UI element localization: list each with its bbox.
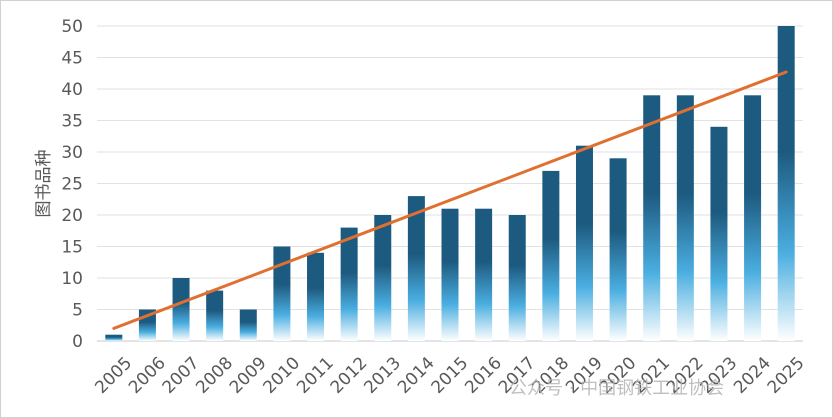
bar-2023: [710, 126, 728, 341]
x-tick-label: 2013: [360, 353, 405, 398]
y-tick-label: 0: [72, 332, 83, 352]
y-axis-title: 图书品种: [34, 150, 54, 218]
x-tick-label: 2009: [226, 353, 271, 398]
x-tick-label: 2007: [159, 353, 204, 398]
bar-2025: [777, 26, 795, 341]
bar-2015: [441, 208, 459, 341]
bar-2018: [542, 170, 560, 341]
bar-2022: [676, 95, 694, 341]
x-tick-label: 2011: [293, 353, 338, 398]
x-tick-label: 2015: [428, 353, 473, 398]
x-tick-label: 2012: [327, 353, 372, 398]
y-axis-ticks: 0 5 10 15 20 25 30 35 40 45 50: [61, 17, 83, 352]
bar-2010: [273, 246, 291, 341]
bar-2021: [643, 95, 661, 341]
y-tick-label: 40: [61, 80, 83, 100]
y-tick-label: 50: [61, 17, 83, 37]
bar-2017: [508, 215, 526, 341]
x-tick-label: 2024: [730, 353, 775, 398]
y-tick-label: 10: [61, 269, 83, 289]
bars: [105, 26, 795, 341]
bar-2005: [105, 334, 123, 341]
x-tick-label: 2014: [394, 353, 439, 398]
watermark-text: 公众号 · 中国钢铁工业协会: [509, 378, 724, 399]
x-tick-label: 2008: [192, 353, 237, 398]
bar-2008: [206, 290, 224, 341]
bar-2020: [609, 158, 627, 341]
bar-2014: [407, 196, 425, 341]
bar-2007: [172, 278, 190, 341]
y-tick-label: 15: [61, 238, 83, 258]
bar-2016: [475, 208, 493, 341]
y-tick-label: 5: [72, 301, 83, 321]
x-tick-label: 2010: [260, 353, 305, 398]
x-tick-label: 2025: [764, 353, 809, 398]
y-tick-label: 30: [61, 143, 83, 163]
y-tick-label: 35: [61, 112, 83, 132]
trendline: [112, 70, 788, 330]
trendline-group: [112, 70, 788, 330]
y-tick-label: 20: [61, 206, 83, 226]
bar-2009: [239, 309, 257, 341]
y-tick-label: 45: [61, 49, 83, 69]
x-tick-label: 2016: [461, 353, 506, 398]
bar-2012: [340, 227, 358, 341]
bar-2024: [744, 95, 762, 341]
bar-2019: [575, 145, 593, 341]
bar-2013: [374, 215, 392, 341]
x-tick-label: 2005: [91, 353, 136, 398]
y-tick-label: 25: [61, 175, 83, 195]
bar-2011: [307, 252, 325, 341]
x-tick-label: 2006: [125, 353, 170, 398]
